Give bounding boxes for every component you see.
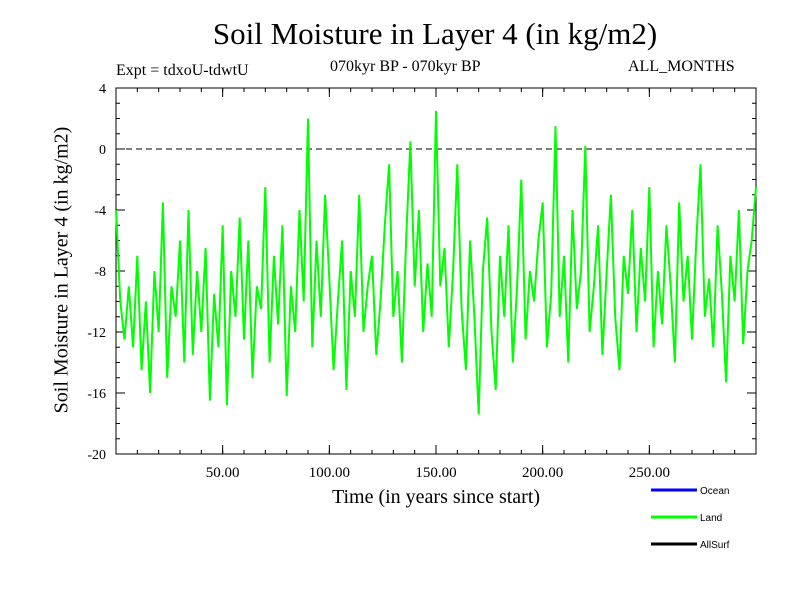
x-tick-label: 150.00	[415, 465, 456, 481]
x-tick-label: 50.00	[206, 465, 240, 481]
period-label: 070kyr BP - 070kyr BP	[330, 58, 481, 75]
x-tick-label: 200.00	[522, 465, 563, 481]
y-tick-label: -12	[87, 326, 106, 341]
x-tick-label: 100.00	[309, 465, 350, 481]
legend-label-ocean: Ocean	[700, 486, 729, 497]
y-tick-label: -4	[94, 204, 106, 219]
x-tick-label: 250.00	[629, 465, 670, 481]
y-tick-label: 4	[99, 82, 106, 97]
axis-ticks: 50.00 100.00 150.00 200.00 250.00 4 0 -4 -8 -12 -1…	[87, 82, 756, 481]
y-tick-label: -20	[87, 448, 106, 463]
y-tick-label: -8	[94, 265, 106, 280]
experiment-label: Expt = tdxoU-tdwtU	[116, 62, 249, 79]
legend: Ocean Land AllSurf	[651, 486, 730, 551]
x-axis-label: Time (in years since start)	[331, 486, 541, 508]
y-tick-label: -16	[87, 387, 106, 402]
series-line-land	[115, 110, 757, 415]
months-label: ALL_MONTHS	[628, 58, 735, 75]
legend-label-land: Land	[700, 513, 722, 524]
legend-label-allsurf: AllSurf	[700, 540, 730, 551]
chart-title: Soil Moisture in Layer 4 (in kg/m2)	[212, 16, 658, 51]
y-tick-label: 0	[99, 143, 106, 158]
series-lines	[115, 110, 757, 415]
